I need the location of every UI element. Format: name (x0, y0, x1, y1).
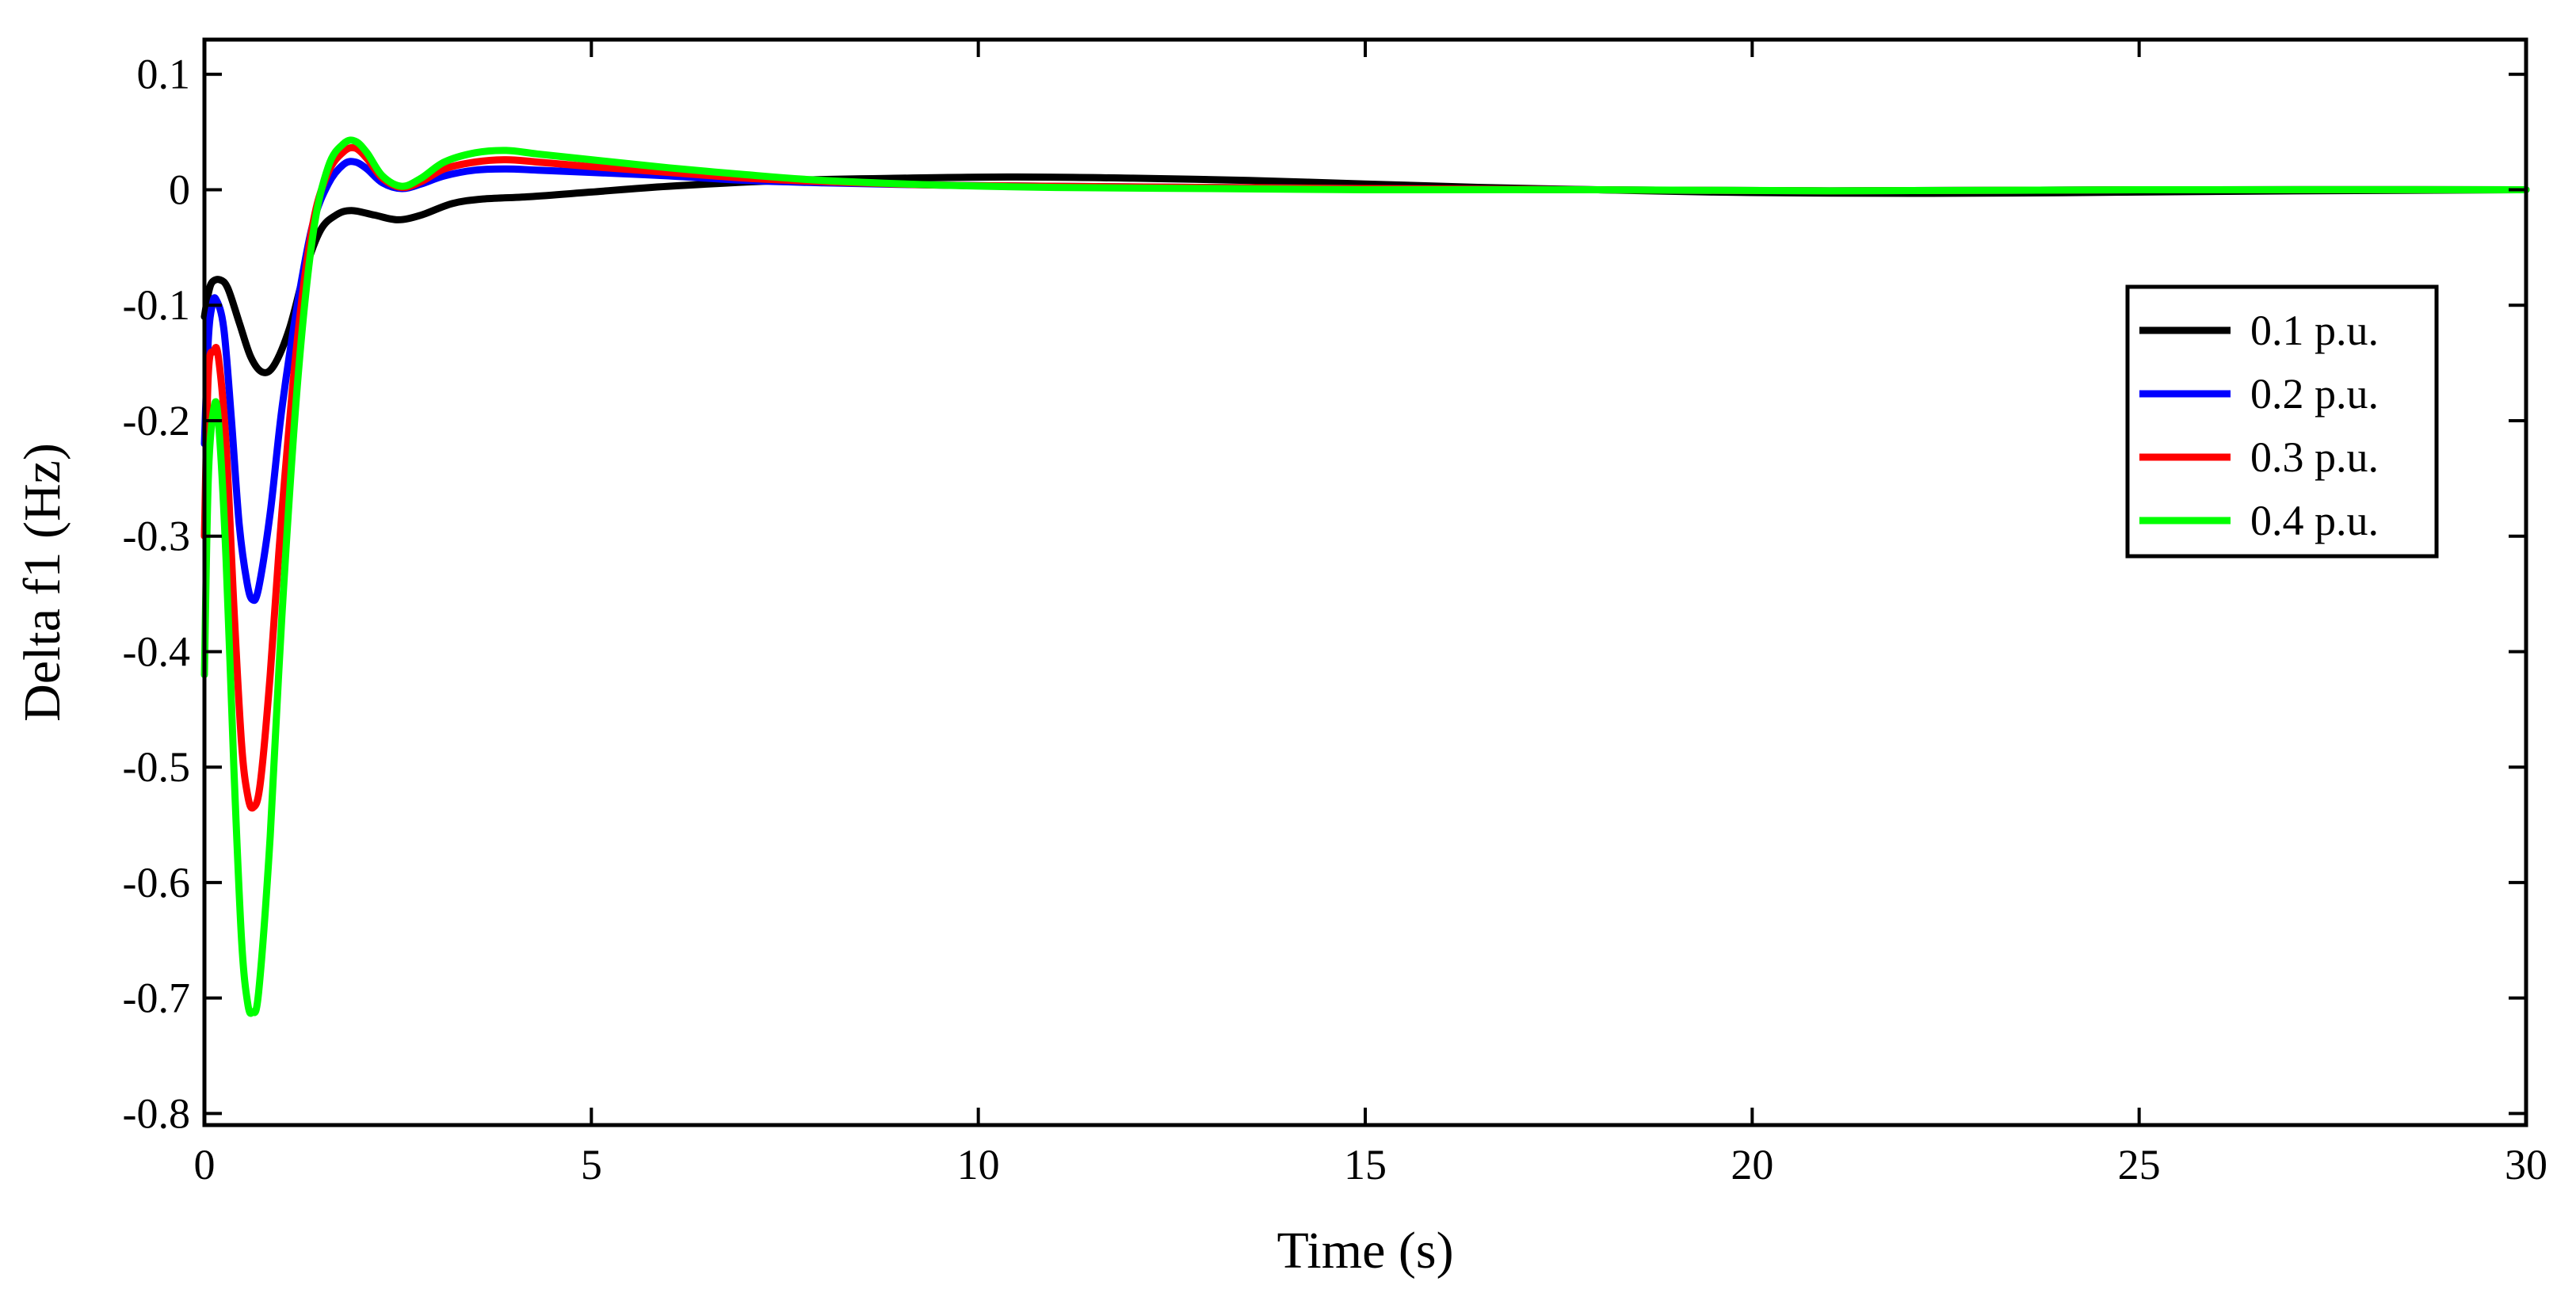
x-tick-label: 0 (194, 1141, 216, 1188)
y-tick-label: -0.1 (123, 281, 190, 329)
x-tick-label: 5 (581, 1141, 602, 1188)
series-layer (200, 136, 2530, 1017)
x-tick-label: 10 (957, 1141, 1000, 1188)
y-tick-label: -0.6 (123, 859, 190, 906)
x-axis-label: Time (s) (1277, 1222, 1453, 1280)
legend-items: 0.1 p.u. 0.2 p.u. 0.3 p.u. 0.4 p.u. (2139, 307, 2379, 544)
y-tick-label: -0.3 (123, 513, 190, 560)
y-tick-label: -0.4 (123, 628, 190, 675)
y-tick-label: -0.7 (123, 975, 190, 1022)
legend-label-1: 0.1 p.u. (2250, 307, 2379, 354)
y-tick-label: 0 (169, 166, 190, 213)
legend-label-4: 0.4 p.u. (2250, 497, 2379, 544)
y-tick-label: -0.5 (123, 743, 190, 791)
x-tick-label: 20 (1731, 1141, 1773, 1188)
y-tick-label: -0.8 (123, 1089, 190, 1137)
legend-label-3: 0.3 p.u. (2250, 433, 2379, 481)
y-axis-label: Delta f1 (Hz) (13, 443, 71, 722)
y-tick-label: -0.2 (123, 397, 190, 444)
y-tick-label: 0.1 (137, 51, 191, 98)
x-tick-label: 25 (2118, 1141, 2161, 1188)
x-tick-label: 30 (2505, 1141, 2547, 1188)
legend-label-2: 0.2 p.u. (2250, 370, 2379, 418)
legend: 0.1 p.u. 0.2 p.u. 0.3 p.u. 0.4 p.u. (2125, 284, 2439, 559)
ticks-layer (203, 40, 2528, 1125)
tick-labels-layer: 0 5 10 15 20 25 30 0.1 0 -0.1 -0.2 -0.3 -0.4 -0.5 -0.6… (123, 51, 2547, 1188)
series-line-4 (200, 136, 2530, 1017)
x-tick-label: 15 (1344, 1141, 1387, 1188)
